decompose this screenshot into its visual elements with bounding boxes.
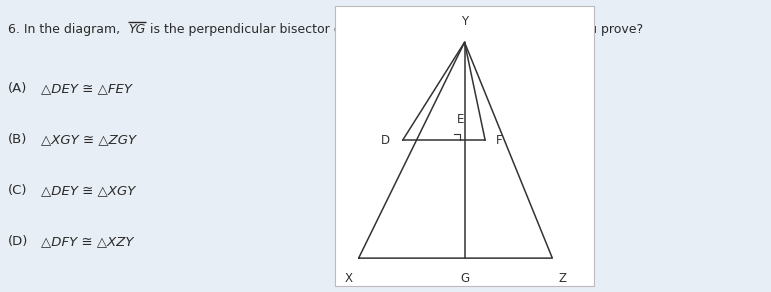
Text: Z: Z [559, 272, 567, 285]
Text: (B): (B) [8, 133, 28, 146]
Text: (D): (D) [8, 235, 29, 248]
Text: F: F [496, 134, 502, 147]
Text: X: X [345, 272, 352, 285]
Text: Y: Y [461, 15, 468, 28]
Text: DF: DF [353, 23, 370, 36]
Text: YG: YG [129, 23, 146, 36]
Text: 6. In the diagram,: 6. In the diagram, [8, 23, 129, 36]
Text: G: G [460, 272, 469, 285]
Text: is the perpendicular bisector of: is the perpendicular bisector of [146, 23, 353, 36]
Text: △XGY ≅ △ZGY: △XGY ≅ △ZGY [41, 133, 136, 146]
Text: △DFY ≅ △XZY: △DFY ≅ △XZY [41, 235, 133, 248]
Text: △DEY ≅ △XGY: △DEY ≅ △XGY [41, 184, 136, 197]
Text: . Which of the statements could you prove?: . Which of the statements could you prov… [370, 23, 644, 36]
Text: D: D [381, 134, 389, 147]
Text: (TEKS G.6.B): (TEKS G.6.B) [359, 23, 439, 36]
Text: (C): (C) [8, 184, 28, 197]
Text: (A): (A) [8, 82, 28, 95]
Text: E: E [456, 113, 464, 126]
Text: △DEY ≅ △FEY: △DEY ≅ △FEY [41, 82, 132, 95]
